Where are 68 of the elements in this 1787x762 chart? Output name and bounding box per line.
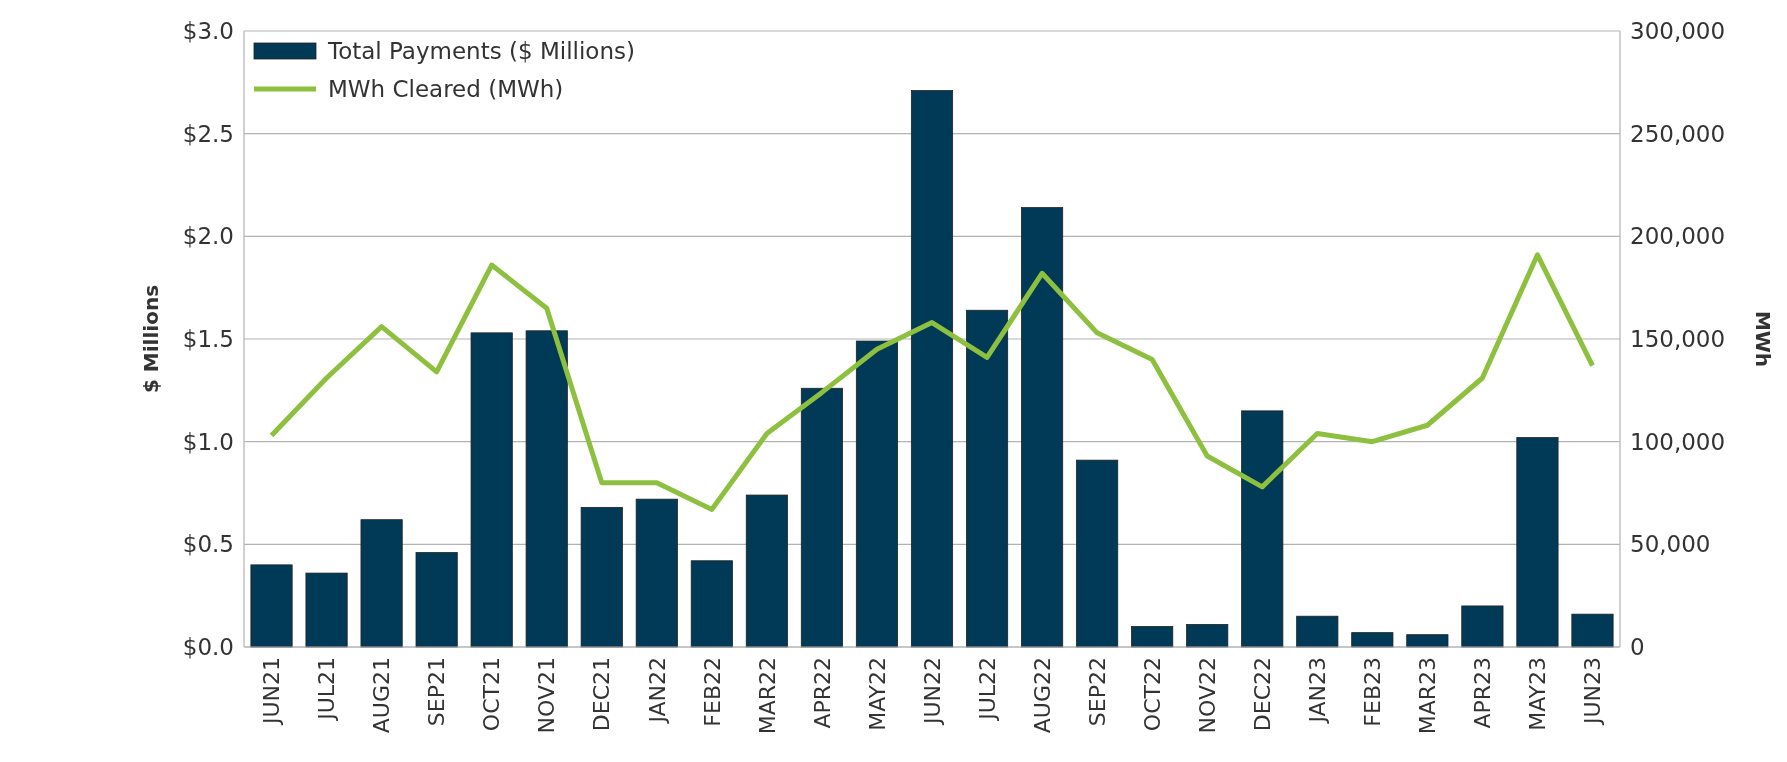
x-tick-label: JAN22: [644, 657, 670, 725]
legend-label: MWh Cleared (MWh): [328, 76, 564, 103]
x-tick-label: JUN21: [259, 657, 285, 727]
bar: [1406, 634, 1449, 648]
bar: [855, 340, 898, 648]
y-tick-label: $0.0: [182, 634, 234, 661]
y2-tick-label: 200,000: [1630, 223, 1726, 250]
bar: [580, 506, 623, 648]
y-tick-label: $0.5: [182, 531, 234, 558]
bar: [470, 332, 513, 648]
y-axis-title: $ Millions: [139, 284, 163, 394]
x-tick-label: MAR22: [754, 657, 780, 735]
bar: [966, 309, 1009, 648]
bar: [360, 519, 403, 648]
x-tick-label: NOV21: [534, 657, 560, 734]
x-tick-label: MAY22: [864, 657, 890, 731]
bar: [690, 560, 733, 648]
x-tick-label: JUN23: [1580, 657, 1606, 727]
x-tick-label: NOV22: [1194, 657, 1220, 734]
y2-tick-label: 50,000: [1630, 531, 1711, 558]
bar: [1241, 410, 1284, 648]
bar: [1296, 615, 1339, 648]
x-tick-label: JUL22: [974, 657, 1000, 722]
x-tick-label: OCT22: [1139, 657, 1165, 732]
y2-axis-title: MWh: [1751, 310, 1775, 368]
bar: [1571, 613, 1614, 648]
legend-label: Total Payments ($ Millions): [327, 38, 635, 65]
x-tick-label: FEB23: [1360, 657, 1386, 727]
x-tick-label: OCT21: [479, 657, 505, 732]
bar: [910, 90, 954, 648]
y-tick-label: $1.0: [182, 428, 234, 455]
x-tick-label: JAN23: [1304, 657, 1330, 725]
bar: [800, 387, 843, 648]
y-tick-label: $2.0: [182, 223, 234, 250]
y2-tick-label: 0: [1630, 634, 1645, 661]
bar: [745, 494, 788, 648]
y2-tick-label: 150,000: [1630, 326, 1726, 353]
x-tick-label: MAY23: [1525, 657, 1551, 731]
bar: [1516, 437, 1559, 648]
bar: [250, 564, 293, 648]
bar: [305, 572, 348, 648]
bar: [525, 330, 568, 648]
bar: [1461, 605, 1504, 648]
x-tick-label: SEP21: [424, 657, 450, 727]
x-tick-label: AUG21: [369, 657, 395, 734]
bar: [1131, 626, 1174, 648]
bar: [1021, 207, 1064, 648]
y-tick-label: $3.0: [182, 18, 234, 45]
bar: [415, 552, 458, 648]
bar: [1076, 459, 1119, 648]
y2-tick-label: 300,000: [1630, 18, 1726, 45]
x-tick-label: APR22: [809, 657, 835, 729]
x-tick-label: FEB22: [699, 657, 725, 727]
y2-tick-label: 100,000: [1630, 428, 1726, 455]
y-tick-label: $2.5: [182, 120, 234, 147]
x-tick-label: DEC22: [1249, 657, 1275, 732]
x-tick-label: JUN22: [919, 657, 945, 727]
bar: [1186, 624, 1229, 648]
x-tick-label: AUG22: [1029, 657, 1055, 734]
y-tick-label: $1.5: [182, 326, 234, 353]
bar: [1351, 632, 1394, 648]
bar: [635, 498, 678, 648]
x-tick-label: DEC21: [589, 657, 615, 732]
x-tick-label: JUL21: [314, 657, 340, 722]
y2-tick-label: 250,000: [1630, 120, 1726, 147]
x-tick-label: APR23: [1470, 657, 1496, 729]
x-tick-label: SEP22: [1084, 657, 1110, 727]
x-tick-label: MAR23: [1415, 657, 1441, 735]
